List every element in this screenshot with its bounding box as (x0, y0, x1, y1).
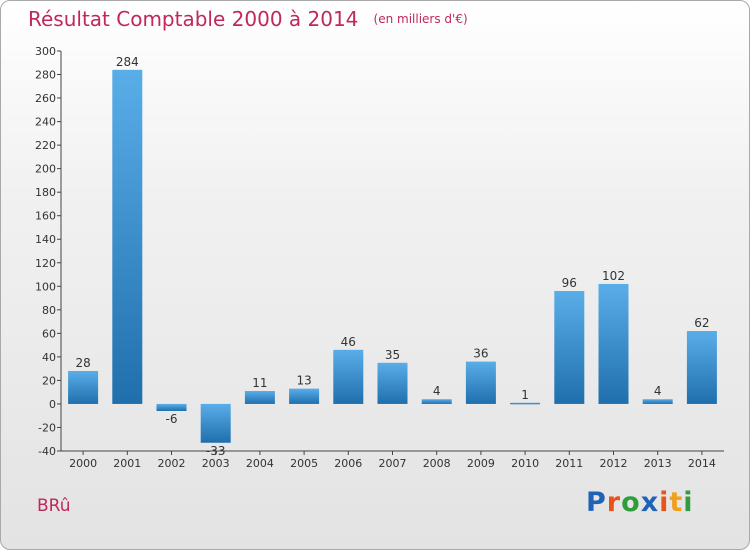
y-tick-label: -40 (38, 445, 56, 458)
bar-2013 (642, 399, 673, 404)
x-tick-label: 2006 (334, 457, 362, 470)
y-tick-label: 260 (35, 92, 56, 105)
x-tick-label: 2005 (290, 457, 318, 470)
data-label-2011: 96 (562, 276, 577, 290)
bar-2003 (200, 403, 231, 443)
bar-2002 (156, 403, 187, 411)
logo-letter: i (659, 487, 670, 518)
bar-2000 (68, 371, 99, 404)
x-tick-label: 2001 (113, 457, 141, 470)
y-tick-label: 40 (42, 351, 56, 364)
bar-2011 (554, 291, 585, 404)
chart-header: Résultat Comptable 2000 à 2014 (en milli… (28, 7, 468, 31)
x-tick-label: 2012 (600, 457, 628, 470)
x-tick-label: 2013 (644, 457, 672, 470)
y-axis: -40 -20 0 20 40 60 80 100 120 140 160 180 200 220 240 2… (35, 45, 62, 458)
x-tick-label: 2014 (688, 457, 716, 470)
logo-letter: t (669, 487, 684, 518)
data-label-2005: 13 (296, 374, 311, 388)
x-tick-label: 2002 (158, 457, 186, 470)
x-tick-label: 2011 (555, 457, 583, 470)
data-label-2000: 28 (75, 356, 90, 370)
bar-2008 (421, 399, 452, 404)
y-tick-label: 220 (35, 139, 56, 152)
logo-letter: P (586, 487, 607, 518)
x-tick-label: 2007 (379, 457, 407, 470)
y-tick-label: -20 (38, 421, 56, 434)
bar-series (68, 69, 717, 443)
y-tick-label: 140 (35, 233, 56, 246)
bar-2001 (112, 69, 143, 404)
bar-2009 (465, 361, 496, 404)
commune-name: BRû (37, 496, 71, 516)
y-tick-label: 0 (49, 398, 56, 411)
y-tick-label: 100 (35, 280, 56, 293)
bar-2004 (244, 391, 275, 404)
logo-letter: r (606, 487, 622, 518)
y-tick-label: 160 (35, 210, 56, 223)
chart-subtitle: (en milliers d'€) (373, 12, 468, 26)
y-tick-label: 300 (35, 45, 56, 58)
proxiti-logo[interactable]: Proxiti (586, 487, 694, 518)
bar-2006 (333, 349, 364, 404)
bar-2010 (510, 402, 541, 405)
bar-2005 (289, 388, 320, 404)
y-tick-label: 280 (35, 69, 56, 82)
data-label-2010: 1 (521, 388, 529, 402)
data-label-2004: 11 (252, 376, 267, 390)
data-label-2014: 62 (694, 316, 709, 330)
data-label-2001: 284 (116, 55, 139, 69)
data-label-2009: 36 (473, 347, 488, 361)
data-label-2012: 102 (602, 269, 625, 283)
logo-letter: x (640, 487, 660, 518)
y-tick-label: 80 (42, 304, 56, 317)
x-tick-label: 2003 (202, 457, 230, 470)
data-label-2008: 4 (433, 384, 441, 398)
y-tick-label: 240 (35, 116, 56, 129)
y-tick-label: 120 (35, 257, 56, 270)
x-tick-label: 2004 (246, 457, 274, 470)
logo-letter: o (621, 487, 641, 518)
data-labels: 28 284 -6 -33 11 13 46 35 4 36 1 96 102 4 62 (75, 55, 709, 458)
y-tick-label: 180 (35, 186, 56, 199)
x-tick-label: 2000 (69, 457, 97, 470)
y-tick-label: 20 (42, 374, 56, 387)
y-tick-label: 60 (42, 327, 56, 340)
data-label-2003: -33 (206, 444, 226, 458)
data-label-2002: -6 (166, 412, 178, 426)
data-label-2007: 35 (385, 348, 400, 362)
bar-2014 (686, 331, 717, 404)
x-tick-label: 2009 (467, 457, 495, 470)
bar-2007 (377, 362, 408, 404)
x-tick-label: 2008 (423, 457, 451, 470)
chart-title: Résultat Comptable 2000 à 2014 (28, 7, 359, 31)
data-label-2006: 46 (341, 335, 356, 349)
logo-letter: i (683, 487, 694, 518)
data-label-2013: 4 (654, 384, 662, 398)
y-tick-label: 200 (35, 163, 56, 176)
x-tick-label: 2010 (511, 457, 539, 470)
bar-2012 (598, 283, 629, 404)
x-axis: 2000 2001 2002 2003 2004 2005 2006 2007 2008 2009… (61, 450, 724, 470)
